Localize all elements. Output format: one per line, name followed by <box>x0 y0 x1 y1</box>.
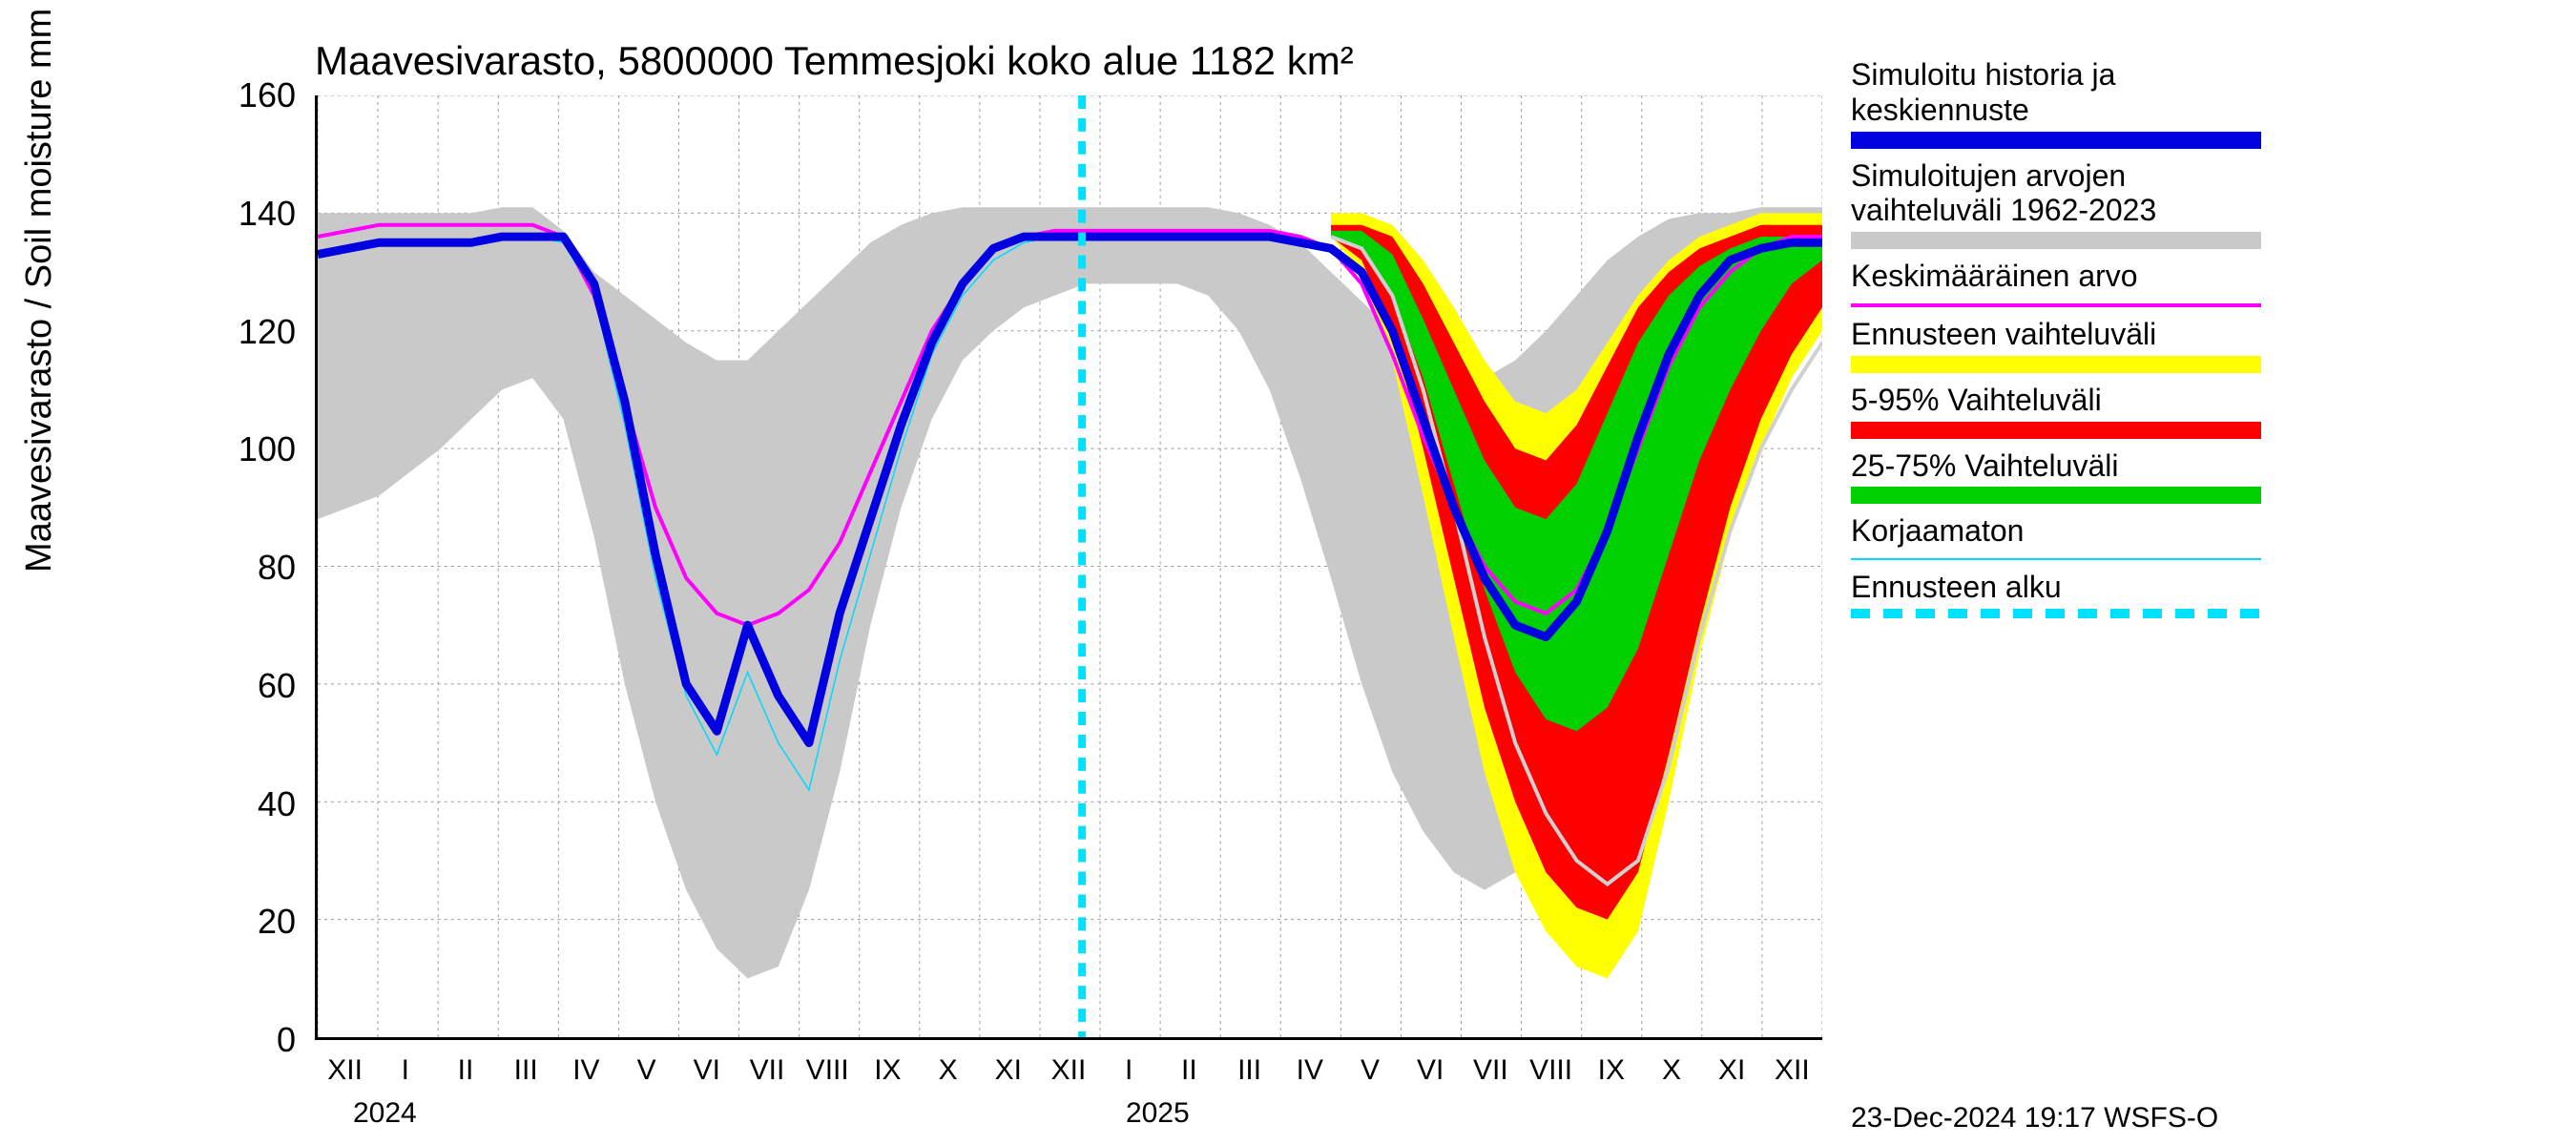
x-tick-label: IX <box>1598 1054 1625 1087</box>
year-label-1: 2024 <box>353 1097 417 1130</box>
x-tick-label: IV <box>572 1054 599 1087</box>
year-label-2: 2025 <box>1126 1097 1190 1130</box>
x-tick-label: XII <box>1051 1054 1087 1087</box>
legend-label: Simuloitu historia ja keskiennuste <box>1851 57 2261 128</box>
x-tick-label: XI <box>1718 1054 1745 1087</box>
x-tick-label: III <box>514 1054 538 1087</box>
x-tick-label: I <box>1125 1054 1132 1087</box>
legend: Simuloitu historia ja keskiennuste Simul… <box>1851 57 2261 628</box>
x-tick-label: XI <box>995 1054 1022 1087</box>
y-tick-label: 160 <box>210 75 296 115</box>
x-tick-label: XII <box>1775 1054 1810 1087</box>
legend-item: Korjaamaton <box>1851 513 2261 560</box>
legend-label: Ennusteen vaihteluväli <box>1851 317 2261 352</box>
legend-label: Korjaamaton <box>1851 513 2261 549</box>
y-tick-label: 80 <box>210 548 296 588</box>
plot-area <box>315 95 1822 1040</box>
legend-label: 25-75% Vaihteluväli <box>1851 448 2261 484</box>
y-axis-label-text: Maavesivarasto / Soil moisture mm <box>19 9 59 572</box>
x-tick-label: VIII <box>806 1054 849 1087</box>
timestamp-label: 23-Dec-2024 19:17 WSFS-O <box>1851 1102 2218 1135</box>
x-tick-label: VII <box>750 1054 785 1087</box>
legend-item: Simuloitu historia ja keskiennuste <box>1851 57 2261 149</box>
x-tick-label: V <box>637 1054 656 1087</box>
x-tick-label: IV <box>1297 1054 1323 1087</box>
x-tick-label: III <box>1237 1054 1261 1087</box>
y-tick-label: 20 <box>210 902 296 942</box>
chart-title: Maavesivarasto, 5800000 Temmesjoki koko … <box>315 38 1354 84</box>
legend-item: Simuloitujen arvojen vaihteluväli 1962-2… <box>1851 158 2261 250</box>
legend-label: Ennusteen alku <box>1851 570 2261 605</box>
legend-label: Keskimääräinen arvo <box>1851 259 2261 294</box>
x-tick-label: X <box>939 1054 958 1087</box>
y-tick-label: 120 <box>210 312 296 352</box>
x-tick-label: XII <box>327 1054 363 1087</box>
x-tick-label: VIII <box>1529 1054 1572 1087</box>
legend-label: Simuloitujen arvojen vaihteluväli 1962-2… <box>1851 158 2261 229</box>
x-tick-label: II <box>458 1054 474 1087</box>
y-tick-label: 140 <box>210 194 296 234</box>
x-tick-label: VI <box>694 1054 720 1087</box>
legend-item: Ennusteen alku <box>1851 570 2261 618</box>
x-tick-label: II <box>1181 1054 1197 1087</box>
legend-item: 25-75% Vaihteluväli <box>1851 448 2261 505</box>
x-tick-label: VII <box>1473 1054 1508 1087</box>
legend-item: Keskimääräinen arvo <box>1851 259 2261 307</box>
x-tick-label: VI <box>1417 1054 1444 1087</box>
legend-item: Ennusteen vaihteluväli <box>1851 317 2261 373</box>
x-tick-label: I <box>402 1054 409 1087</box>
x-tick-label: X <box>1662 1054 1681 1087</box>
legend-item: 5-95% Vaihteluväli <box>1851 383 2261 439</box>
y-axis-label: Maavesivarasto / Soil moisture mm <box>19 9 60 572</box>
y-tick-label: 60 <box>210 666 296 706</box>
y-tick-label: 0 <box>210 1020 296 1060</box>
x-tick-label: IX <box>874 1054 901 1087</box>
legend-label: 5-95% Vaihteluväli <box>1851 383 2261 418</box>
y-tick-label: 40 <box>210 784 296 824</box>
y-tick-label: 100 <box>210 429 296 469</box>
x-tick-label: V <box>1361 1054 1380 1087</box>
